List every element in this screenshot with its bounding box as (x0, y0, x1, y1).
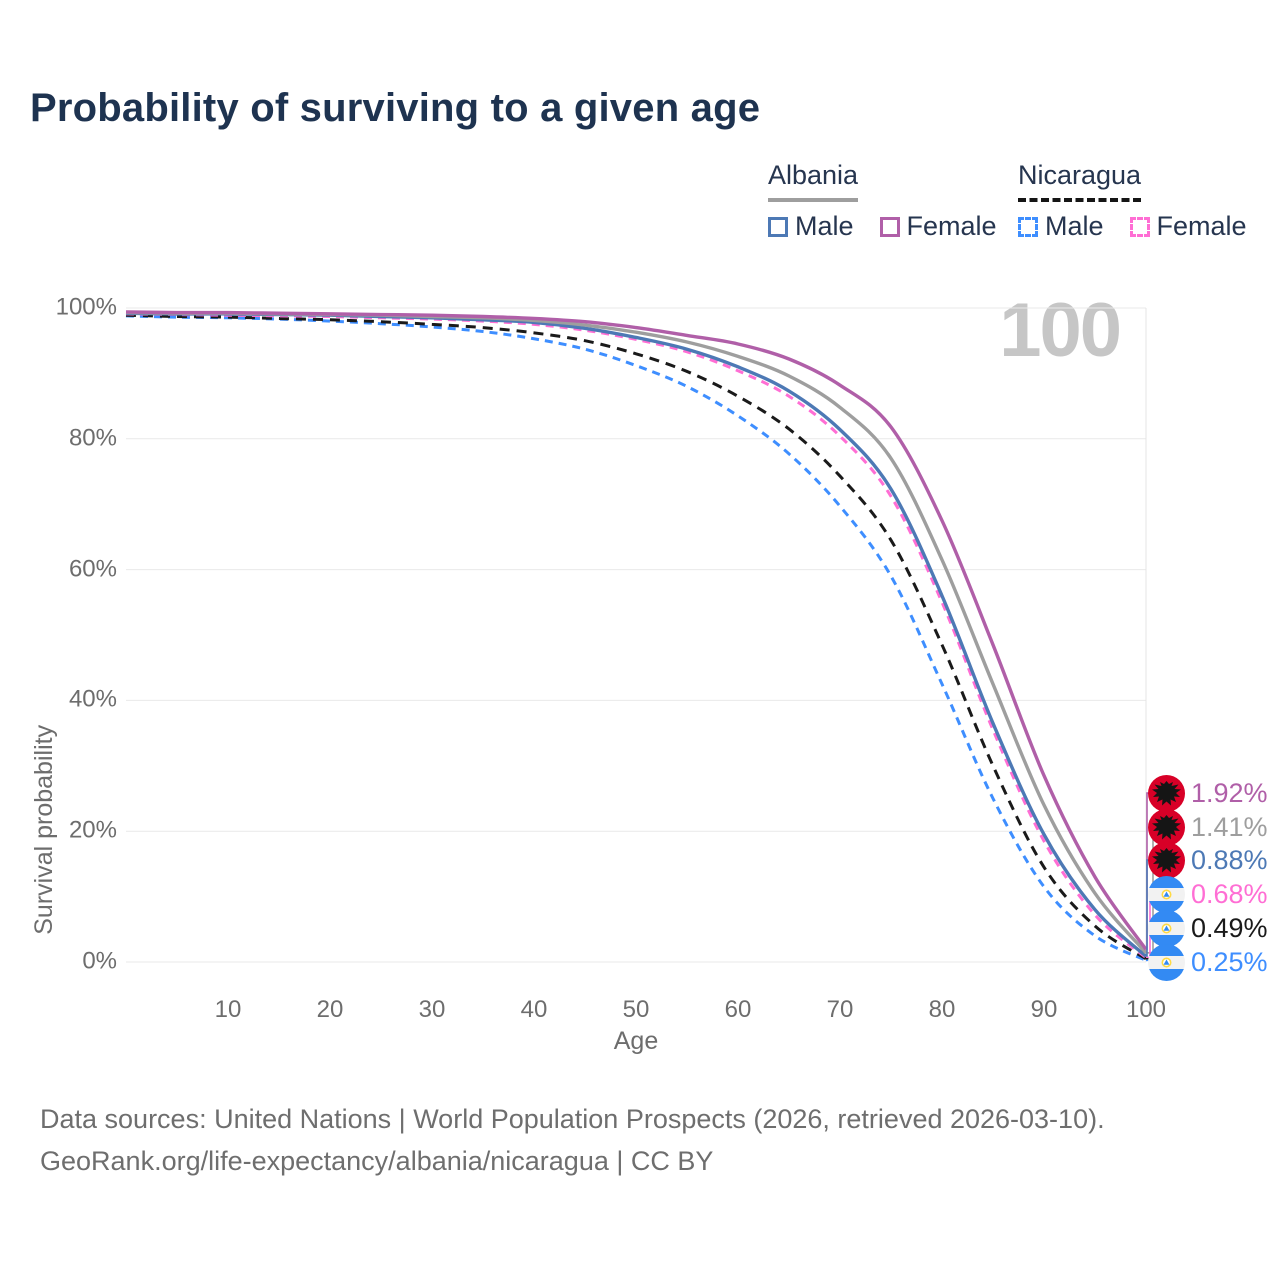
age-watermark: 100 (999, 288, 1122, 373)
x-tick-60: 60 (724, 996, 752, 1023)
y-tick-40: 40% (68, 685, 117, 713)
nicaragua-flag-icon (1148, 909, 1185, 947)
end-label-nicaragua-both: 0.49% (1148, 909, 1268, 947)
albania-flag-icon (1148, 808, 1185, 846)
x-tick-50: 50 (622, 996, 650, 1023)
y-tick-100: 100% (55, 293, 117, 321)
legend-item-nicaragua-female[interactable]: Female (1129, 211, 1247, 242)
nicaragua-flag-icon (1148, 875, 1185, 913)
attribution-note: GeoRank.org/life-expectancy/albania/nica… (40, 1146, 714, 1176)
albania-flag-icon (1148, 841, 1185, 879)
end-value-label: 0.49% (1191, 912, 1268, 943)
legend-item-label: Female (906, 211, 997, 241)
x-tick-90: 90 (1030, 996, 1058, 1023)
legend-items-nicaragua: Male Female (1018, 211, 1247, 242)
end-value-label: 0.25% (1191, 946, 1268, 977)
end-label-albania-female: 1.92% (1148, 774, 1268, 812)
end-label-nicaragua-male: 0.25% (1148, 943, 1268, 981)
nicaragua-flag-icon (1148, 943, 1185, 981)
albania-female-swatch-icon (879, 216, 900, 237)
legend-country-nicaragua[interactable]: Nicaragua (1018, 160, 1142, 202)
legend-item-label: Male (1045, 211, 1104, 241)
legend-country-albania[interactable]: Albania (768, 160, 859, 202)
nicaragua-female-swatch-icon (1129, 216, 1150, 237)
albania-male-swatch-icon (768, 216, 788, 237)
x-tick-100: 100 (1125, 996, 1167, 1023)
x-tick-70: 70 (826, 996, 854, 1023)
y-tick-80: 80% (68, 424, 117, 452)
x-tick-30: 30 (418, 996, 446, 1023)
legend-items-albania: Male Female (768, 211, 997, 242)
y-tick-60: 60% (68, 555, 117, 583)
legend-item-albania-female[interactable]: Female (879, 211, 997, 242)
end-value-label: 1.41% (1191, 811, 1268, 842)
x-tick-40: 40 (520, 996, 548, 1023)
x-axis-title: Age (613, 1027, 659, 1055)
albania-flag-icon (1148, 774, 1185, 812)
nicaragua-male-swatch-icon (1018, 216, 1038, 237)
legend-group-nicaragua: Nicaragua Male Female (1018, 160, 1247, 242)
end-label-albania-male: 0.88% (1148, 841, 1268, 879)
end-value-label: 0.68% (1191, 878, 1268, 909)
legend-item-label: Female (1156, 211, 1247, 241)
legend-group-albania: Albania Male Female (768, 160, 997, 242)
page-title: Probability of surviving to a given age (30, 86, 761, 130)
y-tick-20: 20% (68, 816, 117, 844)
legend-item-nicaragua-male[interactable]: Male (1018, 211, 1104, 242)
end-label-nicaragua-female: 0.68% (1148, 875, 1268, 913)
legend-item-label: Male (795, 211, 854, 241)
end-value-label: 1.92% (1191, 777, 1268, 808)
x-tick-20: 20 (316, 996, 344, 1023)
legend-item-albania-male[interactable]: Male (768, 211, 854, 242)
end-label-albania-both: 1.41% (1148, 808, 1268, 846)
y-tick-0: 0% (82, 947, 117, 975)
x-tick-10: 10 (214, 996, 242, 1023)
end-value-label: 0.88% (1191, 844, 1268, 875)
data-sources-note: Data sources: United Nations | World Pop… (40, 1104, 1105, 1134)
x-tick-80: 80 (928, 996, 956, 1023)
